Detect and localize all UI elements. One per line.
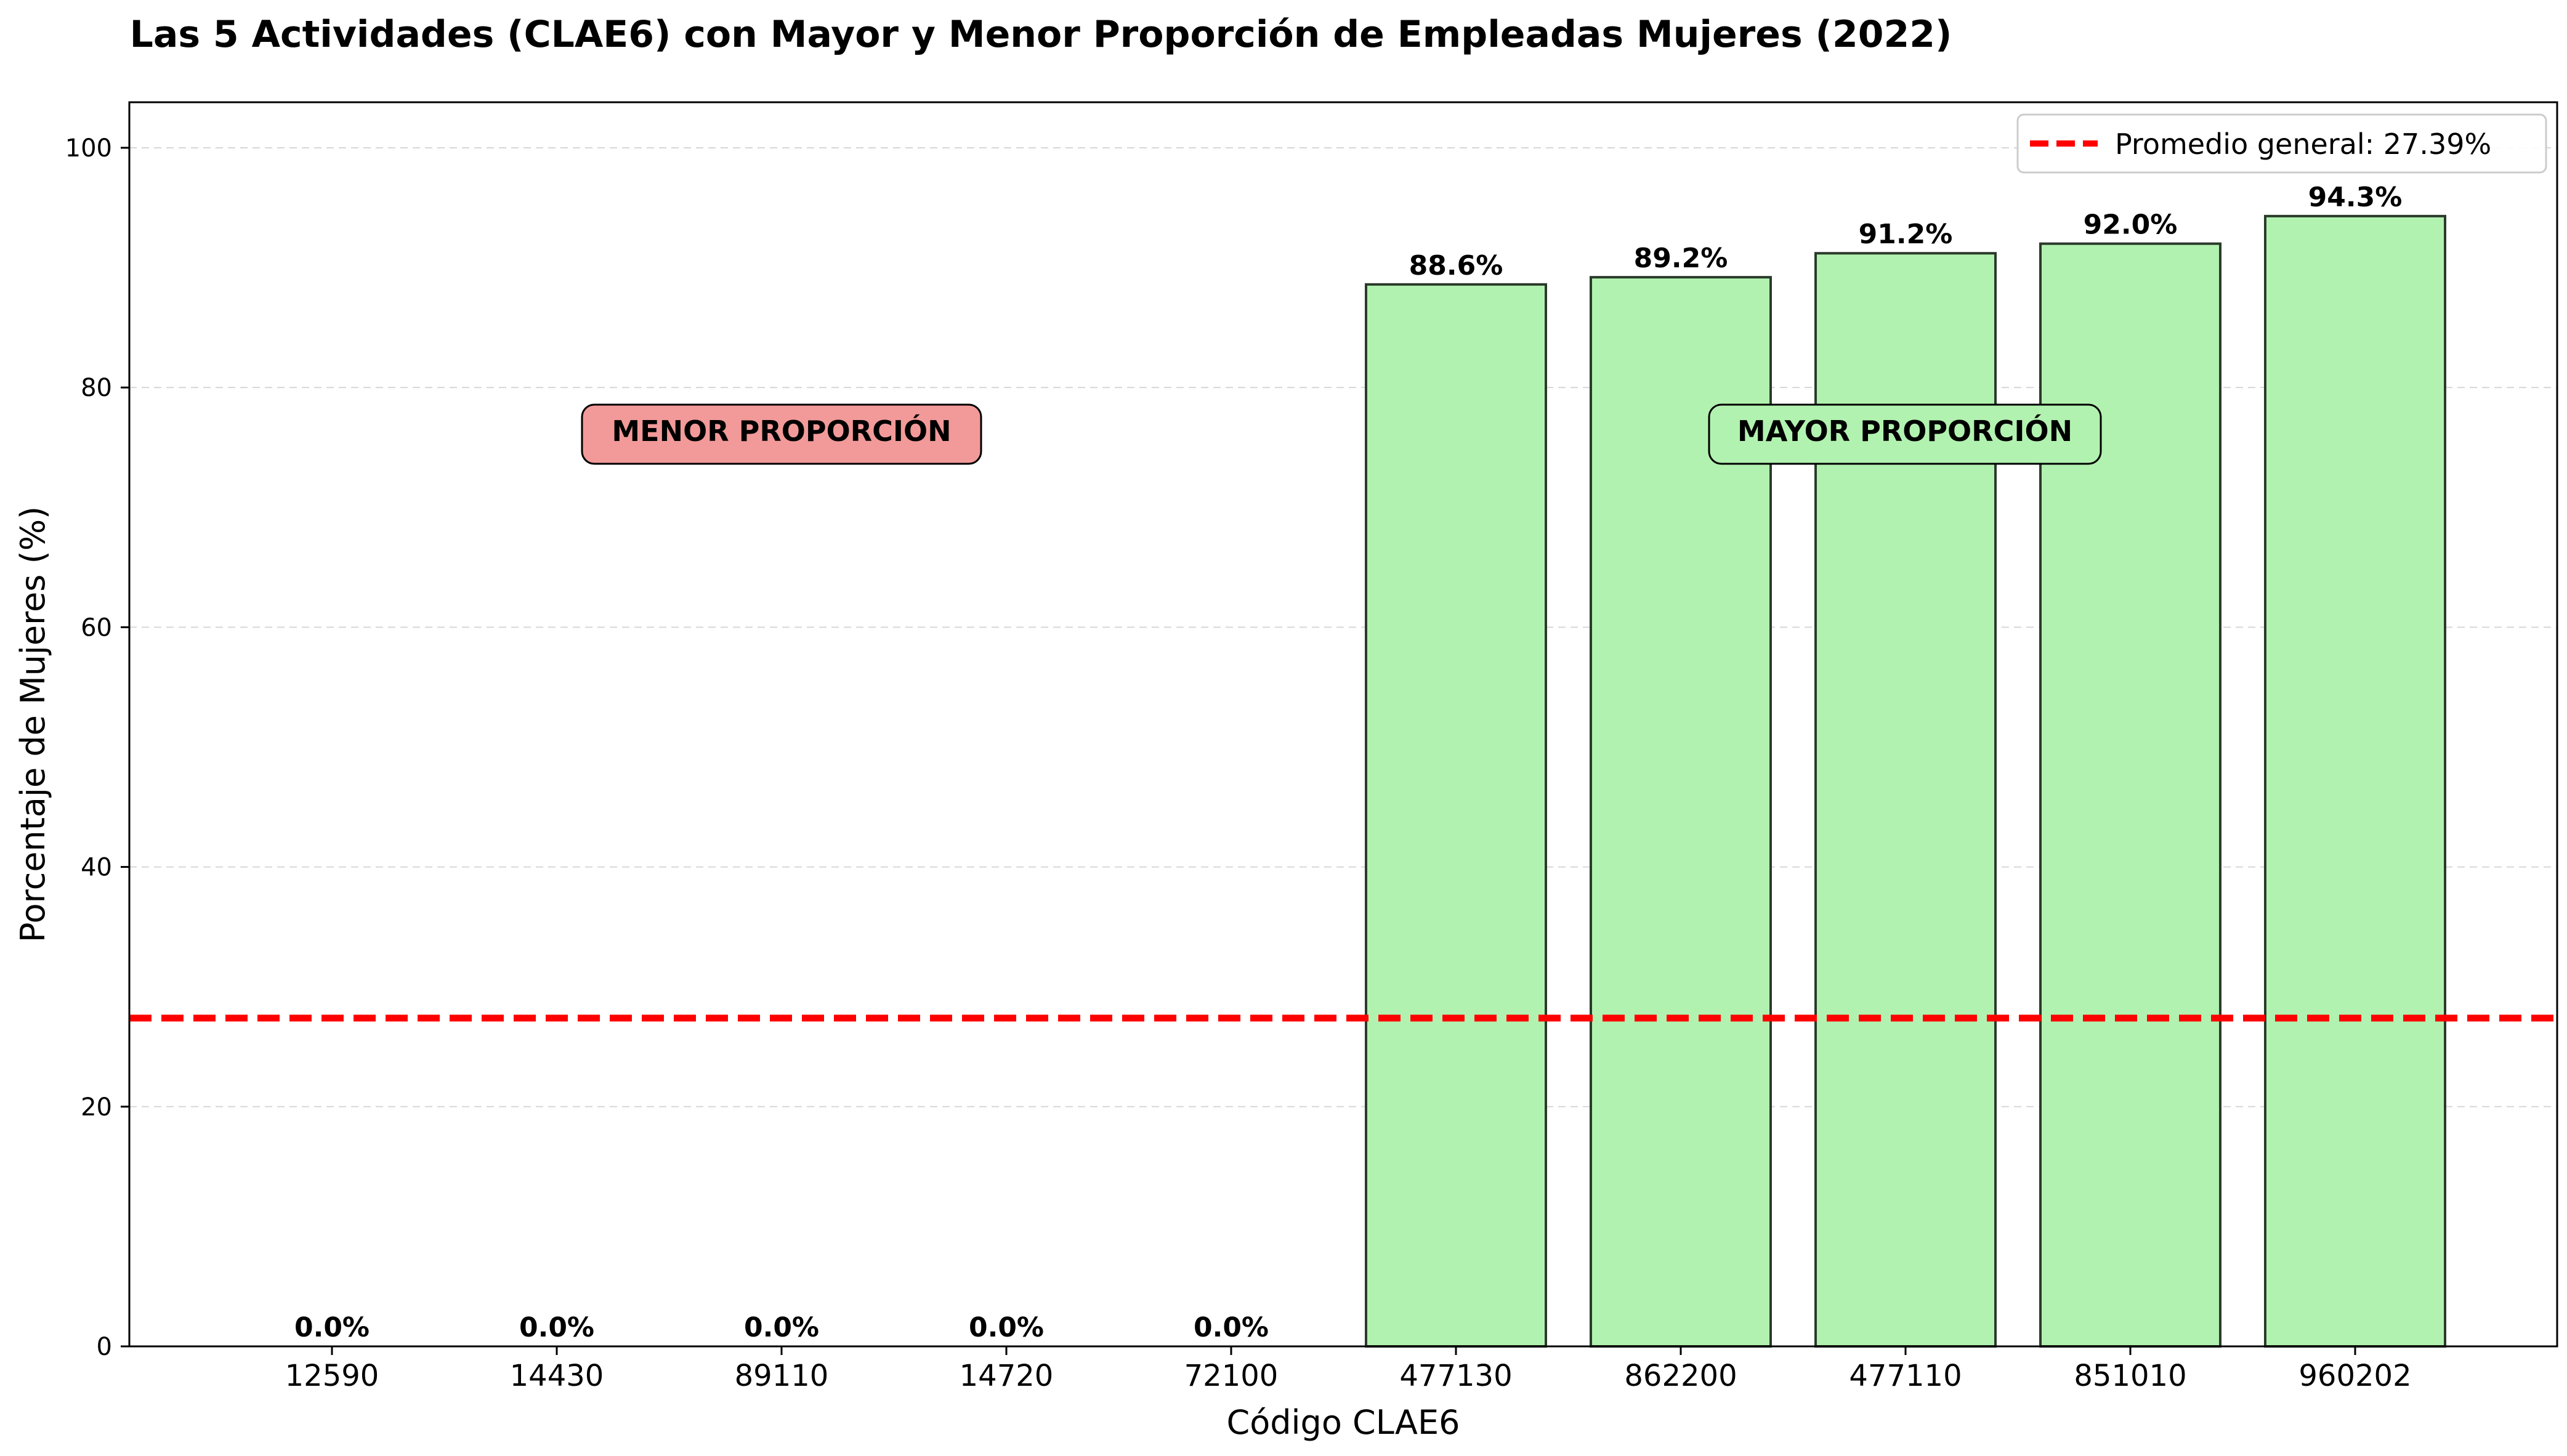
x-tick-label: 477110 — [1849, 1359, 1962, 1393]
x-axis-label: Código CLAE6 — [1227, 1403, 1460, 1442]
legend-box — [2016, 113, 2547, 174]
data-label: 92.0% — [2084, 209, 2178, 241]
x-tick-label: 851010 — [2074, 1359, 2186, 1393]
legend: Promedio general: 27.39% — [2016, 113, 2547, 174]
x-tick-label: 14720 — [960, 1359, 1054, 1393]
legend-label: Promedio general: 27.39% — [2115, 127, 2491, 161]
data-label: 0.0% — [969, 1312, 1044, 1343]
plot-frame — [128, 101, 2558, 1348]
x-tick-label: 72100 — [1184, 1359, 1279, 1393]
data-label: 0.0% — [1194, 1312, 1269, 1343]
y-tick-label: 40 — [81, 854, 112, 882]
x-tick-label: 862200 — [1624, 1359, 1737, 1393]
x-tick-label: 12590 — [285, 1359, 379, 1393]
y-tick-label: 20 — [81, 1093, 112, 1122]
bar-477130 — [1365, 283, 1547, 1348]
data-label: 0.0% — [294, 1312, 370, 1343]
data-label: 0.0% — [744, 1312, 819, 1343]
y-tick-label: 0 — [97, 1333, 112, 1361]
data-label: 89.2% — [1634, 243, 1728, 274]
value-labels: 0.0% 0.0% 0.0% 0.0% 0.0% 88.6% 89.2% 91.2% 92.0%… — [294, 182, 2402, 1343]
y-axis-label: Porcentaje de Mujeres (%) — [14, 506, 52, 942]
annotation-mayor-text: MAYOR PROPORCIÓN — [1737, 415, 2072, 448]
y-tick-label: 100 — [65, 134, 112, 163]
annotation-menor: MENOR PROPORCIÓN — [581, 403, 982, 465]
bar-960202 — [2264, 214, 2446, 1348]
data-label: 94.3% — [2308, 182, 2403, 213]
annotation-mayor: MAYOR PROPORCIÓN — [1708, 403, 2102, 465]
x-tick-label: 89110 — [735, 1359, 829, 1393]
data-label: 91.2% — [1859, 219, 1953, 250]
data-label: 88.6% — [1409, 250, 1503, 281]
bars — [1365, 214, 2446, 1348]
x-tick-label: 14430 — [510, 1359, 604, 1393]
y-tick-label: 60 — [81, 613, 112, 642]
y-tick-label: 80 — [81, 374, 112, 402]
chart-title: Las 5 Actividades (CLAE6) con Mayor y Me… — [130, 13, 1952, 56]
x-axis: 12590 14430 89110 14720 72100 477130 862200 477… — [285, 1346, 2412, 1393]
data-label: 0.0% — [519, 1312, 594, 1343]
x-tick-label: 960202 — [2298, 1359, 2411, 1393]
x-tick-label: 477130 — [1399, 1359, 1512, 1393]
annotation-menor-text: MENOR PROPORCIÓN — [612, 415, 951, 448]
y-axis: 0 20 40 60 80 100 — [65, 134, 129, 1361]
